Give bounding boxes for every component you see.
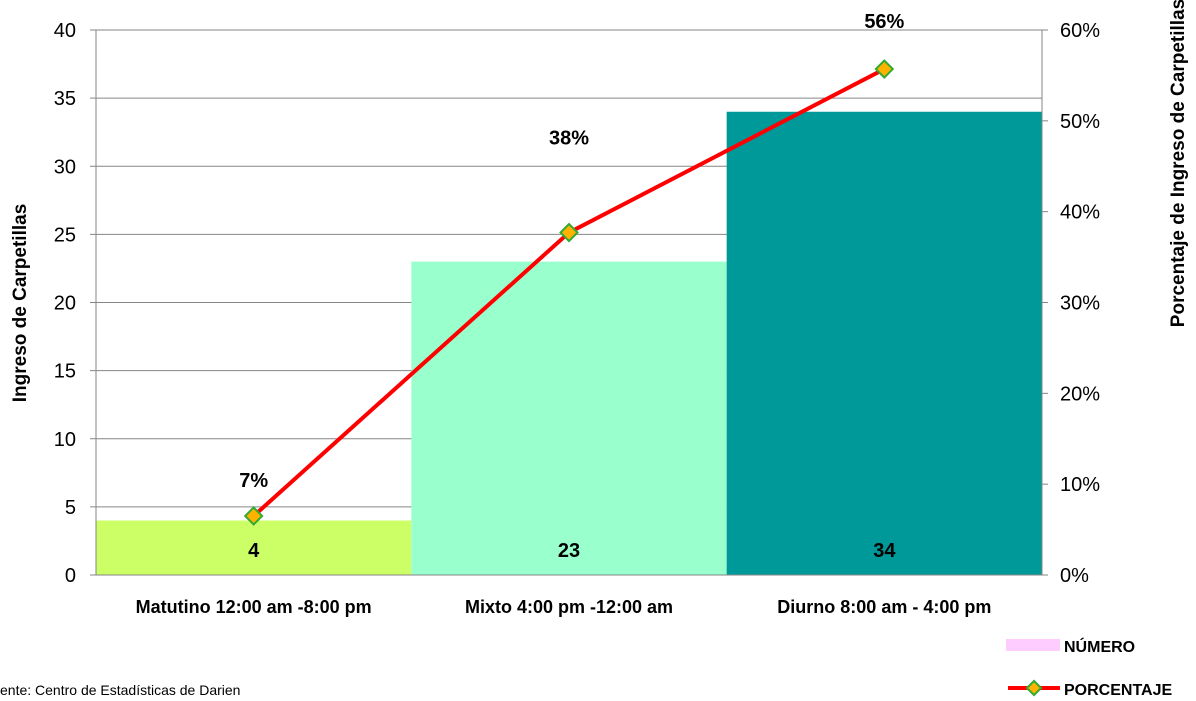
left-axis-ticks: 0 5 10 15 20 25 30 35 40 [54, 20, 96, 587]
y-tick-label: 30 [54, 156, 76, 178]
legend-marker-porcentaje [1025, 679, 1043, 697]
percentage-line [243, 59, 895, 526]
percentage-marker [559, 222, 579, 243]
percentage-marker [874, 59, 895, 79]
bar [726, 111, 1042, 575]
legend-label-porcentaje: PORCENTAJE [1064, 682, 1172, 699]
bars [96, 111, 1042, 575]
y2-tick-label: 40% [1060, 202, 1100, 224]
percentage-value-label: 7% [239, 470, 268, 492]
y2-tick-label: 10% [1060, 474, 1100, 496]
y2-tick-label: 50% [1060, 111, 1100, 133]
source-note: ente: Centro de Estadísticas de Darien [0, 682, 240, 698]
bar [411, 261, 727, 575]
y-tick-label: 15 [54, 361, 76, 383]
y2-tick-label: 30% [1060, 293, 1100, 315]
percentage-marker [243, 506, 264, 526]
right-axis-ticks: 0% 10% 20% 30% 40% 50% 60% [1042, 20, 1100, 587]
y2-tick-label: 60% [1060, 20, 1100, 42]
y-tick-label: 20 [54, 293, 76, 315]
category-labels: Matutino 12:00 am -8:00 pm Mixto 4:00 pm … [136, 597, 992, 617]
bar-value-label: 34 [873, 540, 896, 562]
y-tick-label: 25 [54, 224, 76, 246]
category-label: Diurno 8:00 am - 4:00 pm [777, 597, 991, 617]
percentage-value-label: 56% [864, 11, 904, 33]
bar [96, 520, 412, 575]
y2-tick-label: 20% [1060, 383, 1100, 405]
y-tick-label: 35 [54, 88, 76, 110]
bar-value-label: 4 [248, 540, 260, 562]
y-tick-label: 0 [65, 565, 76, 587]
y2-axis-title: Porcentaje de Ingreso de Carpetillas [1168, 0, 1189, 327]
y-tick-label: 40 [54, 20, 76, 42]
data-labels: 4 23 34 7% 38% 56% [239, 11, 904, 562]
y2-tick-label: 0% [1060, 565, 1089, 587]
category-label: Mixto 4:00 pm -12:00 am [465, 597, 673, 617]
legend-label-numero: NÚMERO [1064, 637, 1135, 656]
legend: NÚMERO PORCENTAJE [1006, 637, 1172, 699]
y-axis-title: Ingreso de Carpetillas [10, 204, 31, 403]
y-tick-label: 10 [54, 429, 76, 451]
category-label: Matutino 12:00 am -8:00 pm [136, 597, 372, 617]
legend-swatch-numero [1006, 639, 1060, 651]
y-tick-label: 5 [65, 497, 76, 519]
bar-value-label: 23 [558, 540, 580, 562]
percentage-value-label: 38% [549, 128, 589, 150]
